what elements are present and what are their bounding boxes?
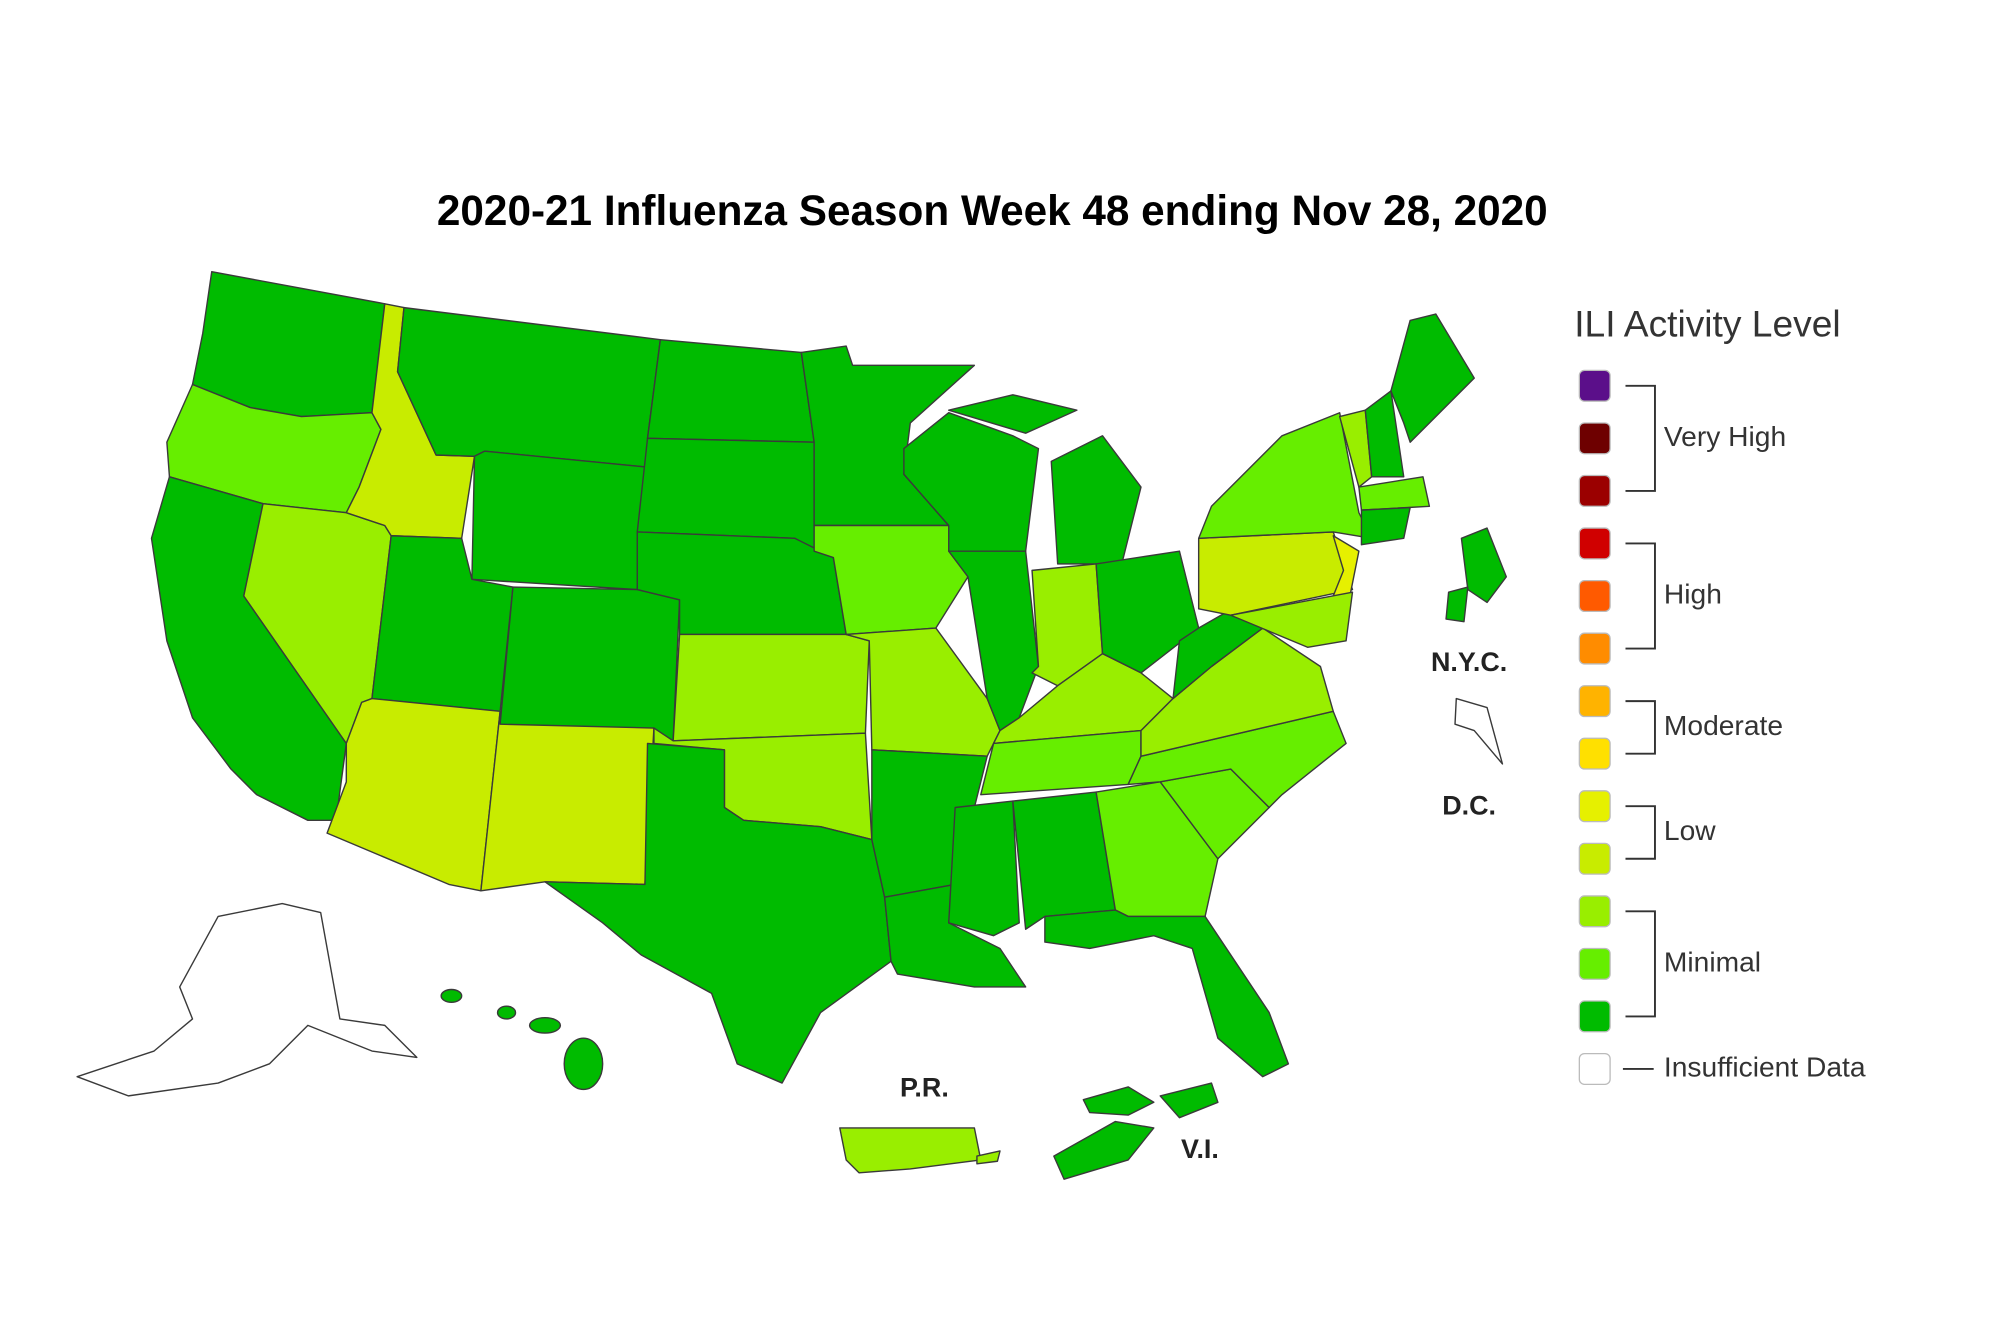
- state: [845, 627, 1001, 757]
- state: [646, 338, 815, 443]
- state: [563, 1037, 604, 1091]
- legend-label: High: [1664, 577, 1722, 609]
- state: [1360, 506, 1411, 546]
- state: [1050, 435, 1142, 565]
- legend-swatch: [1578, 527, 1611, 560]
- legend-swatch: [1578, 1000, 1611, 1033]
- legend-swatch: [1578, 422, 1611, 455]
- state: [1082, 1086, 1155, 1116]
- state: [948, 394, 1078, 434]
- legend-label: Low: [1664, 814, 1716, 846]
- legend-swatch: [1578, 579, 1611, 613]
- legend-swatch: [1578, 369, 1611, 402]
- state: [1364, 390, 1405, 478]
- state: [496, 1005, 517, 1020]
- legend-swatch: [1578, 790, 1611, 823]
- state: [976, 1150, 1001, 1165]
- legend-title: ILI Activity Level: [1574, 303, 1840, 345]
- legend-swatch: [1578, 737, 1611, 770]
- state: [839, 1127, 982, 1174]
- legend: Very High High Moderate Low Minimal Insuffici…: [1578, 369, 1866, 1085]
- region-label: D.C.: [1442, 791, 1496, 821]
- map-title: 2020-21 Influenza Season Week 48 ending …: [437, 187, 1548, 234]
- state: [471, 450, 655, 591]
- state: [948, 800, 1020, 937]
- legend-swatch: [1578, 474, 1611, 507]
- legend-label: Moderate: [1664, 709, 1783, 741]
- state: [191, 271, 386, 418]
- state: [1460, 527, 1507, 604]
- legend-bracket: [1625, 384, 1656, 492]
- region-label: P.R.: [900, 1073, 949, 1103]
- legend-label: Minimal: [1664, 945, 1761, 977]
- state: [1454, 697, 1504, 765]
- state: [1230, 591, 1354, 648]
- region-label: V.I.: [1181, 1134, 1219, 1164]
- states: [76, 271, 1507, 1180]
- legend-swatch: [1578, 685, 1611, 718]
- legend-bracket: [1625, 700, 1656, 755]
- state: [544, 742, 892, 1084]
- legend-bracket: [1625, 910, 1656, 1018]
- legend-swatch: [1578, 842, 1611, 875]
- state: [1390, 313, 1475, 443]
- state: [76, 902, 418, 1097]
- state: [1127, 710, 1347, 809]
- state: [480, 710, 655, 892]
- state: [326, 697, 501, 892]
- state: [528, 1016, 562, 1034]
- state: [440, 988, 463, 1004]
- legend-bracket: [1625, 805, 1656, 860]
- state: [1159, 1082, 1219, 1119]
- legend-swatch: [1578, 947, 1611, 980]
- state: [1095, 550, 1200, 674]
- state: [1044, 909, 1290, 1078]
- region-label: N.Y.C.: [1431, 647, 1507, 677]
- state: [672, 633, 870, 742]
- legend-label: Very High: [1664, 420, 1786, 452]
- legend-swatch: [1578, 1052, 1611, 1085]
- state: [396, 306, 662, 469]
- state: [499, 586, 681, 742]
- legend-bracket: [1625, 542, 1656, 650]
- legend-label: Insufficient Data: [1664, 1050, 1866, 1082]
- state: [1358, 476, 1431, 511]
- legend-swatch: [1578, 632, 1611, 665]
- legend-swatch: [1578, 895, 1611, 928]
- state: [1053, 1120, 1155, 1180]
- state: [1445, 586, 1469, 623]
